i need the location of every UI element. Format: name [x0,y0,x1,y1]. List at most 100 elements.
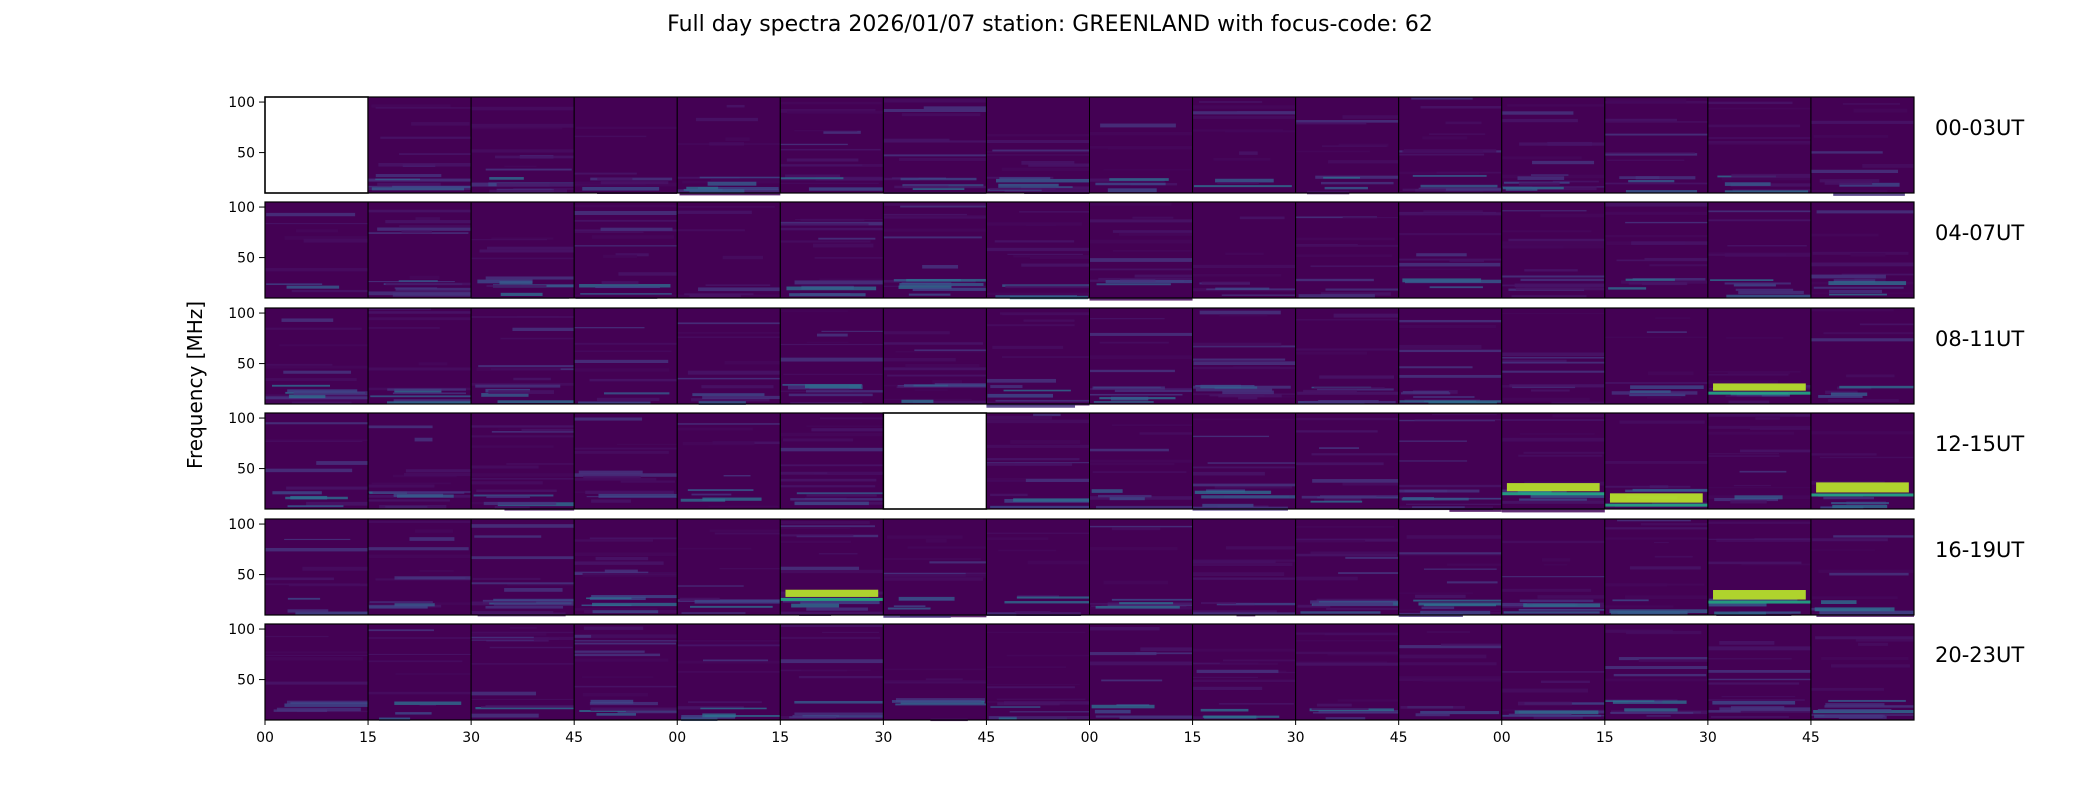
spectrum-panel [985,96,1090,194]
spectral-band [1016,716,1090,720]
spectral-band [677,644,781,647]
spectrum-panel [573,412,678,510]
spectral-band [1325,717,1366,721]
spectral-band [574,608,658,611]
spectrum-panel [985,518,1090,616]
x-tick-label: 15 [1184,730,1202,746]
x-tick-label: 15 [1596,730,1614,746]
spectral-band [794,700,883,704]
spectral-band [1192,562,1293,567]
spectral-band [780,527,851,529]
spectral-band [1551,401,1605,404]
spectral-band [272,491,322,495]
spectral-band [883,138,950,142]
spectral-band [414,437,433,442]
spectrum-panel [1089,201,1194,301]
spectral-band [1219,662,1278,665]
spectral-band [368,637,472,639]
spectral-band [396,494,454,498]
x-tick-label: 15 [771,730,789,746]
spectral-band [471,582,575,585]
spectral-band [1398,268,1471,271]
spectrum-panel [1707,307,1812,405]
spectral-band [1422,611,1460,614]
spectral-band [801,669,871,671]
spectral-band [1218,394,1282,398]
spectral-band [782,599,815,603]
spectral-band [589,537,678,540]
spectral-band [419,569,454,572]
spectral-band [589,378,678,382]
spectral-band [883,154,987,157]
spectral-band [1310,500,1363,503]
spectral-band [574,417,643,421]
spectral-band [710,178,781,181]
spectral-band [1119,232,1193,236]
spectral-band [686,186,719,191]
spectral-band [1027,560,1090,565]
spectral-band [883,398,972,400]
spectral-band [600,227,673,231]
spectral-band [811,428,884,432]
spectral-band [1523,451,1605,454]
spectral-band [1295,430,1378,433]
spectral-band [999,177,1051,180]
spectral-band [504,165,537,168]
spectral-band [1846,374,1895,378]
spectrum-panel [573,307,678,405]
spectral-band [1422,680,1502,682]
spectral-band [1721,176,1811,181]
spectral-band [1501,111,1574,115]
spectral-band [1132,216,1174,219]
y-tick-label: 50 [237,251,255,267]
y-tick-label: 100 [228,306,255,322]
spectral-band [1825,703,1885,706]
spectral-band [489,177,524,180]
missing-panel [264,96,369,194]
spectral-band [1629,393,1686,397]
spectral-band [1404,279,1502,284]
spectral-band [397,577,466,579]
spectral-band [1810,549,1876,551]
panel-background [1501,519,1605,615]
spectral-band [478,365,575,368]
spectral-band [1646,396,1682,399]
spectral-band [1707,657,1792,660]
spectral-band [780,177,844,180]
spectral-band [791,603,840,608]
row-label: 16-19UT [1935,538,2024,562]
spectral-band [780,240,871,243]
spectral-band [698,287,780,292]
spectral-band [1429,133,1486,135]
spectral-band [1300,611,1381,614]
spectral-band [483,501,557,506]
spectrum-panel [367,518,472,616]
spectral-band [1839,385,1914,389]
spectral-band [1727,371,1790,375]
spectral-band [368,367,472,371]
spectral-band [932,380,963,385]
spectral-band [1654,555,1693,558]
x-tick-label: 45 [978,730,996,746]
panel-background [986,624,1090,720]
spectral-band [786,158,859,162]
spectral-band [986,222,1082,226]
spectral-band [883,213,967,216]
spectral-band [1707,137,1811,139]
spectral-band [1192,471,1265,476]
spectral-band [265,583,361,586]
spectral-band [1738,290,1804,295]
spectral-band [485,276,575,280]
spectral-band [787,110,884,114]
spectral-band [883,228,987,232]
spectral-band [1298,294,1375,299]
spectrum-panel [573,201,678,299]
spectral-band [1707,670,1811,673]
spectral-band [578,470,643,474]
spectral-band [1829,572,1909,576]
spectrum-panel [573,518,678,616]
spectral-band [1089,239,1193,244]
panel-background [1810,308,1914,404]
spectral-band [1428,401,1497,405]
spectral-band [1517,176,1565,180]
